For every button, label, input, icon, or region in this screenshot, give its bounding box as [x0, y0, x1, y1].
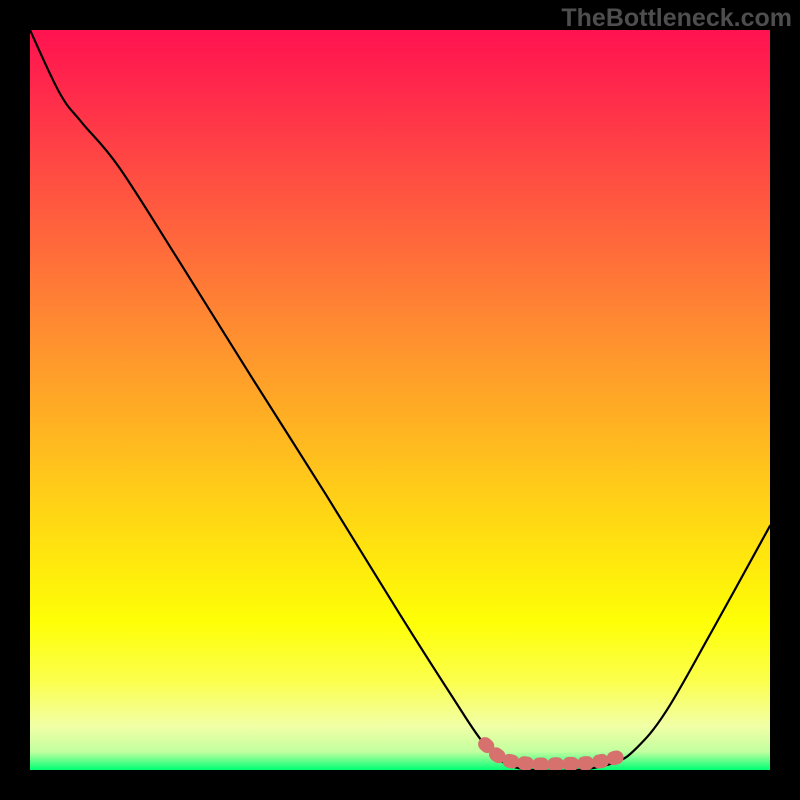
- watermark-label: TheBottleneck.com: [561, 4, 792, 33]
- chart-root: TheBottleneck.com: [0, 0, 800, 800]
- optimal-range-marker: [30, 30, 770, 770]
